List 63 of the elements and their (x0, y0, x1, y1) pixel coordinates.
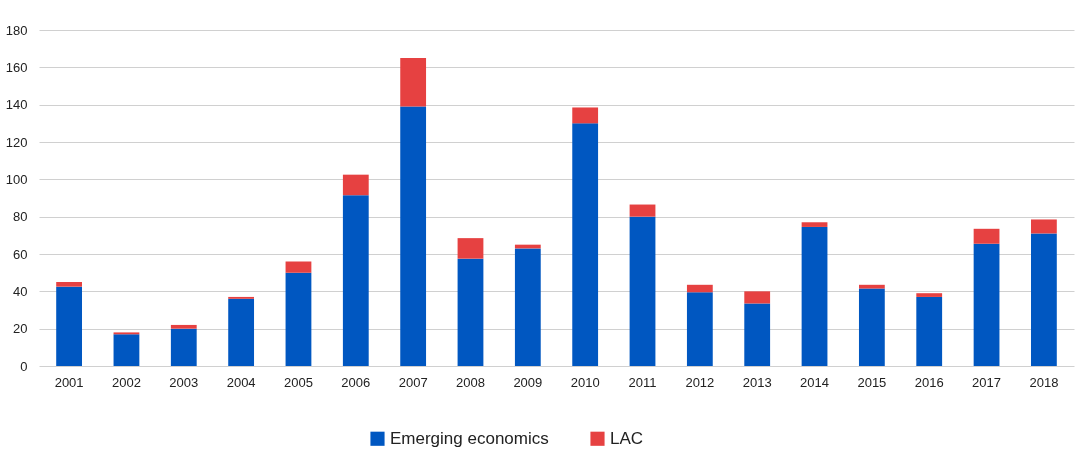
bar (56, 286, 83, 366)
y-tick-label: 40 (13, 283, 28, 299)
x-tick-label: 2010 (570, 374, 600, 390)
x-tick-label: 2005 (284, 374, 313, 390)
bar (858, 288, 885, 366)
bar (228, 298, 255, 366)
x-tick-label: 2008 (456, 374, 485, 390)
y-tick-label: 60 (13, 246, 28, 262)
bar (170, 328, 197, 366)
x-tick-label: 2009 (513, 374, 543, 390)
x-tick-label: 2015 (857, 374, 887, 390)
y-tick-label: 180 (5, 22, 28, 38)
x-tick-label: 2013 (742, 374, 772, 390)
bar (686, 284, 713, 293)
bar (56, 282, 83, 287)
bar (744, 291, 771, 304)
x-tick-label: 2017 (972, 374, 1002, 390)
bar (629, 204, 656, 217)
x-tick-label: 2011 (628, 374, 657, 390)
bar (629, 216, 656, 366)
bar (801, 226, 828, 366)
bar (285, 272, 312, 366)
bar (916, 296, 943, 366)
x-tick-label: 2018 (1029, 374, 1059, 390)
x-tick-label: 2007 (398, 374, 428, 390)
bar (342, 195, 369, 366)
bar (572, 107, 599, 124)
y-tick-label: 140 (5, 97, 28, 113)
bar (686, 292, 713, 366)
bar (744, 303, 771, 366)
x-tick-label: 2012 (685, 374, 715, 390)
bar (1030, 219, 1057, 234)
bar (916, 293, 943, 297)
x-tick-label: 2002 (111, 374, 141, 390)
bar (457, 238, 484, 259)
bar (973, 243, 1000, 366)
y-tick-label: 0 (20, 358, 28, 374)
y-tick-label: 80 (13, 209, 28, 225)
bar (342, 174, 369, 196)
x-tick-label: 2016 (914, 374, 944, 390)
bar (457, 258, 484, 366)
bar (858, 284, 885, 289)
x-tick-label: 2006 (341, 374, 371, 390)
legend-label: Emerging economics (390, 428, 549, 448)
legend-label: LAC (610, 428, 644, 448)
bar (400, 106, 427, 366)
y-tick-label: 100 (5, 171, 28, 187)
bar (973, 228, 1000, 244)
bar (285, 261, 312, 273)
y-tick-label: 120 (5, 134, 28, 150)
x-tick-label: 2004 (226, 374, 256, 390)
y-tick-label: 20 (13, 321, 28, 337)
bar (1030, 233, 1057, 366)
y-tick-label: 160 (5, 59, 28, 75)
bar (572, 123, 599, 366)
bar (170, 324, 197, 329)
x-tick-label: 2014 (800, 374, 829, 390)
bar (400, 58, 427, 107)
bar (113, 334, 140, 366)
x-tick-label: 2001 (54, 374, 84, 390)
x-tick-label: 2003 (169, 374, 199, 390)
bar (514, 248, 541, 366)
bar (801, 222, 828, 227)
